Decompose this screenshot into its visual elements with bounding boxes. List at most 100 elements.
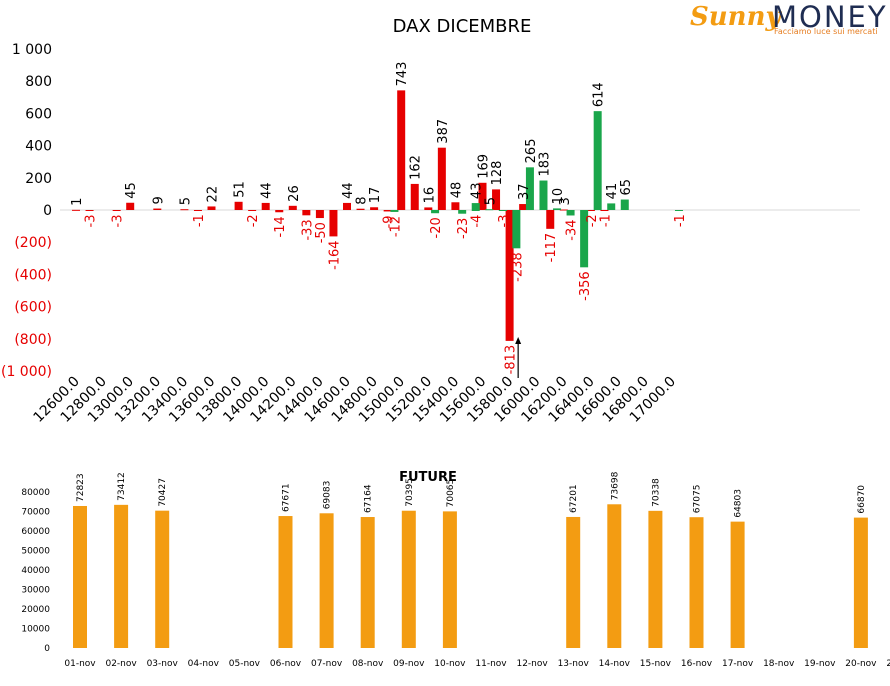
bar-green [485, 209, 494, 211]
bar-red [546, 210, 555, 229]
data-label: 41 [605, 183, 620, 200]
y-tick-label: 600 [25, 106, 52, 122]
y-axis-ticks: 0 10000 20000 30000 40000 50000 60000 70000 8000… [21, 488, 50, 654]
data-label: 73412 [117, 472, 127, 501]
data-label: 37 [517, 183, 532, 200]
bar-red [356, 208, 365, 210]
bar-red [248, 210, 257, 211]
data-label: 72823 [76, 473, 86, 502]
data-label: 43 [470, 183, 485, 200]
data-label: 69083 [323, 481, 333, 510]
bar-red [478, 182, 487, 210]
bar-red [315, 210, 324, 219]
data-label: 65 [619, 179, 634, 196]
data-label: 70395 [405, 478, 415, 507]
bar [648, 510, 663, 648]
y-tick-label: 800 [25, 74, 52, 90]
future-volume-chart: FUTURE 0 10000 20000 30000 40000 50000 60000 70… [21, 470, 890, 669]
data-label: -14 [273, 216, 288, 237]
data-label: 183 [537, 152, 552, 177]
data-label: -3 [84, 214, 99, 227]
bar-red [383, 210, 392, 212]
bar-red [329, 210, 338, 237]
data-label: -238 [510, 252, 525, 282]
bar-red [180, 209, 189, 211]
bar-red [207, 206, 216, 210]
y-tick-label: 200 [25, 171, 52, 187]
x-tick-label: 13-nov [558, 659, 590, 669]
bar-green [620, 199, 629, 210]
x-tick-label: 05-nov [229, 659, 261, 669]
chart-title: FUTURE [399, 470, 457, 485]
bar [607, 504, 622, 648]
y-tick-label: 400 [25, 139, 52, 155]
data-label: 743 [395, 62, 410, 87]
y-tick-label: 80000 [21, 488, 50, 498]
bar-green [471, 210, 480, 211]
y-tick-label: (1 000) [1, 364, 52, 380]
bar-green [431, 210, 440, 214]
bars [72, 90, 683, 341]
bar-red [437, 147, 446, 210]
data-label: 169 [477, 154, 492, 179]
data-label: -23 [456, 218, 471, 239]
data-label: 162 [409, 155, 424, 180]
bar-green [539, 180, 548, 210]
y-tick-label: 50000 [21, 547, 50, 557]
dax-option-chart: DAX DICEMBRE 1 000 800 600 400 200 0 (200) (400… [1, 16, 860, 426]
data-label: 26 [287, 185, 302, 202]
x-tick-label: 21-nov [886, 659, 890, 669]
chart-title: DAX DICEMBRE [393, 16, 532, 37]
x-tick-label: 17-nov [722, 659, 754, 669]
x-axis-ticks: 12600.012800.013000.013200.013400.013600… [31, 374, 679, 426]
data-label: -50 [314, 222, 329, 243]
data-label: 64803 [734, 489, 744, 518]
bar-green [390, 210, 399, 212]
bar-red [519, 204, 528, 210]
data-label: -164 [327, 240, 342, 270]
data-label: 70427 [158, 478, 168, 507]
bar-red [302, 210, 311, 216]
data-label: 9 [151, 196, 166, 204]
x-tick-label: 14-nov [599, 659, 631, 669]
data-label: 73698 [610, 471, 620, 500]
x-tick-label: 15-nov [640, 659, 672, 669]
x-tick-label: 12-nov [516, 659, 548, 669]
y-tick-label: 1 000 [12, 42, 52, 58]
data-label: 48 [449, 182, 464, 199]
data-label: 70338 [651, 478, 661, 507]
y-tick-label: 30000 [21, 586, 50, 596]
data-label: 44 [341, 182, 356, 199]
arrow-marker [515, 337, 522, 378]
x-tick-label: 01-nov [64, 659, 96, 669]
y-axis-ticks: 1 000 800 600 400 200 0 (200) (400) (600) (800) (1… [1, 42, 52, 380]
x-tick-label: 16-nov [681, 659, 713, 669]
data-label: -4 [470, 215, 485, 228]
bar [155, 510, 170, 648]
data-labels: 72823 73412 70427 67671 69083 67164 70395 70065… [76, 471, 867, 518]
bar-red [600, 210, 609, 211]
x-tick-label: 10-nov [434, 659, 466, 669]
x-tick-label: 19-nov [804, 659, 836, 669]
y-tick-label: 60000 [21, 527, 50, 537]
logo-brand-right: MONEY [772, 0, 888, 34]
bar-red [370, 207, 379, 210]
data-label: -356 [578, 271, 593, 301]
x-tick-label: 11-nov [475, 659, 507, 669]
y-tick-label: (800) [14, 332, 52, 348]
data-label: 22 [206, 186, 221, 203]
bar-red [275, 210, 284, 213]
bar-green [674, 210, 683, 211]
bar-red [261, 202, 270, 210]
data-label: 265 [524, 139, 539, 164]
data-label: 1 [70, 198, 85, 206]
data-label: -813 [504, 345, 519, 375]
data-label: 45 [124, 182, 139, 199]
x-axis-ticks: 01-nov 02-nov 03-nov 04-nov 05-nov 06-nov 07-n… [64, 659, 890, 669]
bar-green [566, 210, 575, 216]
bar [730, 521, 745, 648]
bar-green [525, 167, 534, 210]
x-tick-label: 07-nov [311, 659, 343, 669]
bar-red [586, 210, 595, 211]
